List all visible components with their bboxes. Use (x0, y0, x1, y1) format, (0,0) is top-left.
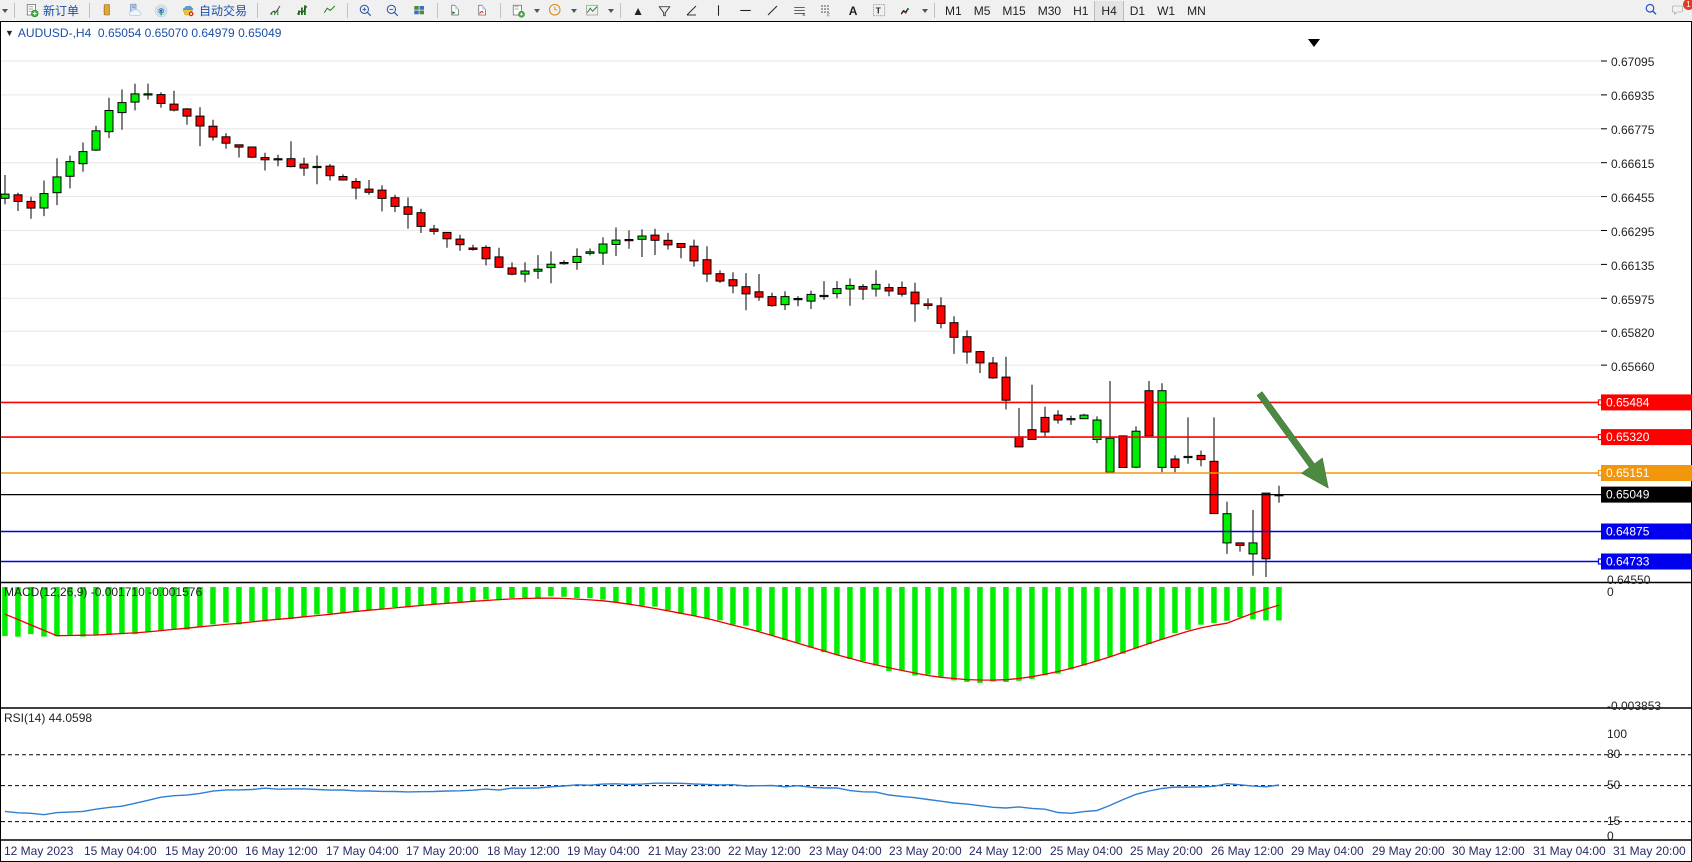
svg-text:T: T (876, 7, 881, 16)
svg-text:E: E (803, 12, 806, 17)
svg-text:F: F (827, 13, 830, 18)
